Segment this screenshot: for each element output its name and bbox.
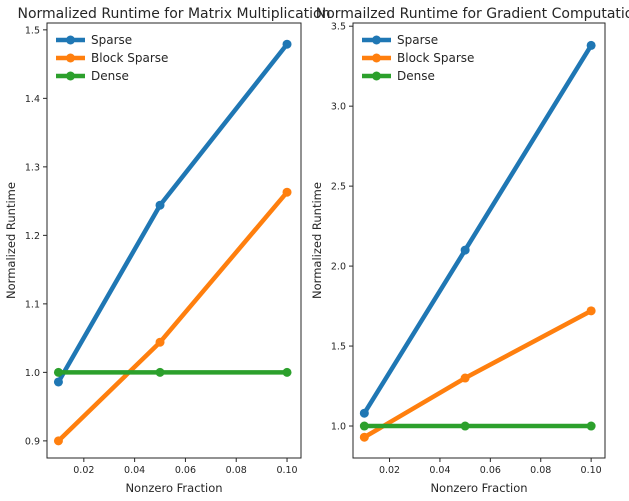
data-point bbox=[460, 373, 470, 383]
y-tick-label: 1.0 bbox=[25, 368, 40, 379]
data-point bbox=[53, 436, 63, 446]
plot-frame bbox=[46, 22, 302, 459]
legend-label: Block Sparse bbox=[397, 51, 474, 65]
y-axis-label: Normalized Runtime bbox=[310, 182, 324, 299]
legend-marker bbox=[372, 71, 381, 81]
y-tick-label: 2.5 bbox=[331, 182, 346, 193]
x-tick-label: 0.06 bbox=[175, 465, 196, 476]
x-tick-label: 0.10 bbox=[581, 465, 602, 476]
data-point bbox=[282, 367, 292, 377]
y-tick-label: 2.0 bbox=[331, 262, 346, 273]
y-tick-label: 1.3 bbox=[25, 162, 40, 173]
data-point bbox=[460, 421, 470, 431]
plot-frame bbox=[352, 22, 606, 459]
x-tick-label: 0.04 bbox=[124, 465, 145, 476]
data-point bbox=[460, 245, 470, 255]
y-axis-label: Normalized Runtime bbox=[4, 182, 18, 299]
legend-marker bbox=[66, 35, 75, 45]
x-tick-label: 0.10 bbox=[276, 465, 297, 476]
data-point bbox=[359, 421, 369, 431]
data-point bbox=[155, 200, 165, 210]
data-point bbox=[282, 187, 292, 197]
y-tick-label: 1.5 bbox=[25, 25, 40, 36]
chart-gradient-computation: Normailzed Runtime for Gradient Computat… bbox=[310, 6, 629, 495]
series-line-sparse bbox=[56, 42, 289, 384]
y-tick-label: 1.4 bbox=[25, 94, 40, 105]
x-tick-label: 0.04 bbox=[429, 465, 450, 476]
chart-matrix-multiplication: Normalized Runtime for Matrix Multiplica… bbox=[4, 6, 330, 495]
y-tick-label: 0.9 bbox=[25, 436, 40, 447]
x-tick-label: 0.08 bbox=[530, 465, 551, 476]
x-axis-label: Nonzero Fraction bbox=[430, 481, 527, 495]
y-tick-label: 1.0 bbox=[331, 422, 346, 433]
legend-label: Block Sparse bbox=[91, 51, 168, 65]
data-point bbox=[359, 408, 369, 418]
chart-title: Normalized Runtime for Matrix Multiplica… bbox=[18, 6, 331, 22]
y-tick-label: 3.5 bbox=[331, 22, 346, 33]
y-tick-label: 1.1 bbox=[25, 299, 40, 310]
data-point bbox=[53, 367, 63, 377]
series-line-block-sparse bbox=[56, 190, 289, 443]
data-point bbox=[586, 306, 596, 316]
series-line-sparse bbox=[362, 44, 594, 415]
legend-label: Sparse bbox=[397, 33, 438, 47]
data-point bbox=[53, 377, 63, 387]
legend-marker bbox=[372, 35, 381, 45]
legend-label: Dense bbox=[397, 69, 435, 83]
data-point bbox=[155, 367, 165, 377]
series-line-block-sparse bbox=[363, 308, 593, 440]
legend-label: Sparse bbox=[91, 33, 132, 47]
x-tick-label: 0.02 bbox=[379, 465, 400, 476]
data-point bbox=[359, 432, 369, 442]
data-point bbox=[155, 337, 165, 347]
chart-title: Normailzed Runtime for Gradient Computat… bbox=[316, 6, 629, 22]
legend-marker bbox=[372, 53, 381, 63]
x-tick-label: 0.08 bbox=[226, 465, 247, 476]
x-axis-label: Nonzero Fraction bbox=[125, 481, 222, 495]
x-tick-label: 0.06 bbox=[480, 465, 501, 476]
legend-label: Dense bbox=[91, 69, 129, 83]
data-point bbox=[282, 39, 292, 49]
data-point bbox=[586, 421, 596, 431]
x-tick-label: 0.02 bbox=[73, 465, 94, 476]
legend-marker bbox=[66, 53, 75, 63]
y-tick-label: 1.2 bbox=[25, 231, 40, 242]
legend-marker bbox=[66, 71, 75, 81]
y-tick-label: 3.0 bbox=[331, 102, 346, 113]
data-point bbox=[586, 40, 596, 50]
y-tick-label: 1.5 bbox=[331, 342, 346, 353]
